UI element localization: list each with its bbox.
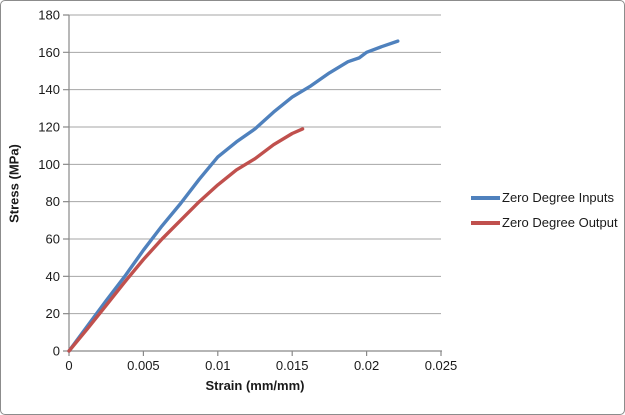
x-tick-label: 0.02 — [354, 358, 379, 373]
legend-item-label: Zero Degree Inputs — [502, 190, 615, 205]
y-tick-label: 100 — [38, 157, 60, 172]
y-tick-label: 60 — [46, 232, 60, 247]
legend-line-swatch-output — [471, 220, 500, 225]
series-line-zero-degree-inputs — [67, 39, 400, 353]
legend: Zero Degree Inputs Zero Degree Output — [471, 185, 618, 235]
y-tick-label: 140 — [38, 82, 60, 97]
legend-item-zero-degree-inputs: Zero Degree Inputs — [471, 185, 618, 210]
legend-item-zero-degree-output: Zero Degree Output — [471, 210, 618, 235]
x-axis-title: Strain (mm/mm) — [205, 378, 305, 393]
x-tick-label: 0.015 — [276, 358, 309, 373]
y-tick-label: 120 — [38, 120, 60, 135]
legend-line-swatch-inputs — [471, 195, 500, 200]
x-tick-label: 0.025 — [425, 358, 458, 373]
legend-item-label: Zero Degree Output — [502, 215, 618, 230]
y-tick-label: 20 — [46, 306, 60, 321]
y-tick-label: 0 — [53, 344, 60, 359]
y-axis-title: Stress (MPa) — [6, 144, 22, 223]
y-tick-label: 40 — [46, 269, 60, 284]
x-tick-label: 0.005 — [127, 358, 160, 373]
x-tick-label: 0 — [65, 358, 72, 373]
y-tick-label: 180 — [38, 8, 60, 23]
y-tick-label: 160 — [38, 45, 60, 60]
series-line-zero-degree-output — [67, 127, 305, 353]
x-tick-label: 0.01 — [205, 358, 230, 373]
y-tick-label: 80 — [46, 194, 60, 209]
